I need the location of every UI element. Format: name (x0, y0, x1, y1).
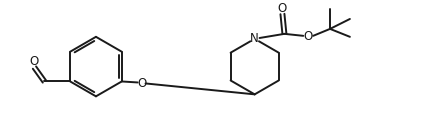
Text: O: O (304, 30, 313, 43)
Text: O: O (137, 77, 146, 90)
Text: O: O (30, 55, 39, 68)
Text: N: N (250, 32, 259, 45)
Text: O: O (278, 2, 287, 14)
